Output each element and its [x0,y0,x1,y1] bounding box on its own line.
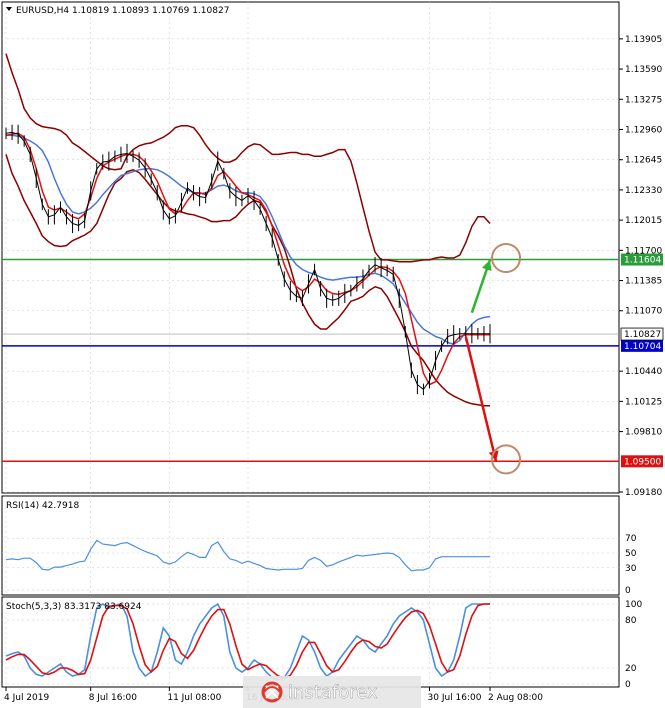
rsi-axis: 70 50 30 0 [625,534,637,596]
watermark: instaforex [243,676,421,708]
stoch-axis: 100 80 20 0 [625,600,642,690]
rsi-series [5,539,490,572]
chart-symbol-header: EURUSD,H4 1.10819 1.10893 1.10769 1.1082… [16,6,229,16]
stoch-tick-label: 0 [625,680,631,690]
price-grid [2,2,619,493]
dropdown-triangle-icon[interactable] [6,7,12,11]
rsi-panel[interactable]: 70 50 30 0 RSI(14) 42.7918 [1,495,637,596]
instaforex-logo-icon [261,681,283,703]
price-series-bb_upper [5,53,491,263]
price-tick-label: 1.09810 [625,428,662,438]
price-series-bb_lower [5,154,490,407]
current-price-box [620,327,664,341]
stoch-line-stochk [5,602,490,681]
chart-header: EURUSD,H4 1.10819 1.10893 1.10769 1.1082… [6,6,229,16]
time-tick-label: 2 Aug 08:00 [488,693,543,703]
price-tick-label: 1.12330 [625,186,662,196]
price-tick-label: 1.11700 [625,246,662,256]
price-tick-label: 1.09180 [625,488,662,498]
annotation-circle [491,243,522,273]
price-tick-label: 1.13590 [625,65,662,75]
price-tick-label: 1.13905 [625,35,662,45]
annotation-arrow-shaft [464,336,498,462]
time-tick-label: 11 Jul 08:00 [167,693,221,703]
stoch-tick-label: 80 [625,616,637,626]
price-level-box [621,455,663,468]
watermark-text: instaforex [288,682,378,703]
price-tick-label: 1.12645 [625,156,662,166]
price-tick-label: 1.10125 [625,397,662,407]
price-tick-label: 1.11385 [625,277,662,287]
time-tick-label: 8 Jul 16:00 [89,693,138,703]
rsi-tick-label: 30 [625,564,637,574]
rsi-tick-label: 50 [625,549,637,559]
annotation-arrowhead [488,450,499,462]
rsi-tick-label: 0 [625,586,631,596]
price-level-box [621,253,663,266]
stoch-series [5,602,490,681]
rsi-line [5,539,490,572]
rsi-tick-label: 70 [625,534,637,544]
stoch-title: Stoch(5,3,3) 83.3173 83.6924 [6,602,142,612]
rsi-title: RSI(14) 42.7918 [6,501,79,511]
price-tick-label: 1.12015 [625,216,662,226]
price-level-label: 1.10704 [624,342,661,352]
annotation-arrowhead [482,259,492,272]
time-tick-label: 30 Jul 16:00 [428,693,482,703]
stoch-panel[interactable]: 100 80 20 0 Stoch(5,3,3) 83.3173 83.6924 [1,596,642,690]
price-levels: 1.11604 1.10704 1.09500 1.10827 [2,253,664,468]
current-price-label: 1.10827 [624,330,661,340]
price-series [5,53,491,407]
price-tick-label: 1.12960 [625,125,662,135]
time-tick-label: 4 Jul 2019 [4,693,49,703]
stoch-tick-label: 100 [625,600,642,610]
price-panel-frame [1,1,620,494]
annotation-circle [491,444,522,475]
price-level-label: 1.09500 [624,457,661,467]
price-level-box [621,339,663,352]
price-level-label: 1.11604 [624,256,661,266]
rsi-panel-frame [1,495,620,596]
rsi-grid [2,496,619,595]
price-tick-label: 1.13275 [625,95,662,105]
price-tick-label: 1.11070 [625,307,662,317]
price-axis: 1.13905 1.13590 1.13275 1.12960 1.12645 1.123… [619,35,662,498]
stoch-tick-label: 20 [625,664,637,674]
price-tick-label: 1.10440 [625,367,662,377]
price-annotations [464,243,522,475]
stoch-line-stochd [5,603,490,680]
